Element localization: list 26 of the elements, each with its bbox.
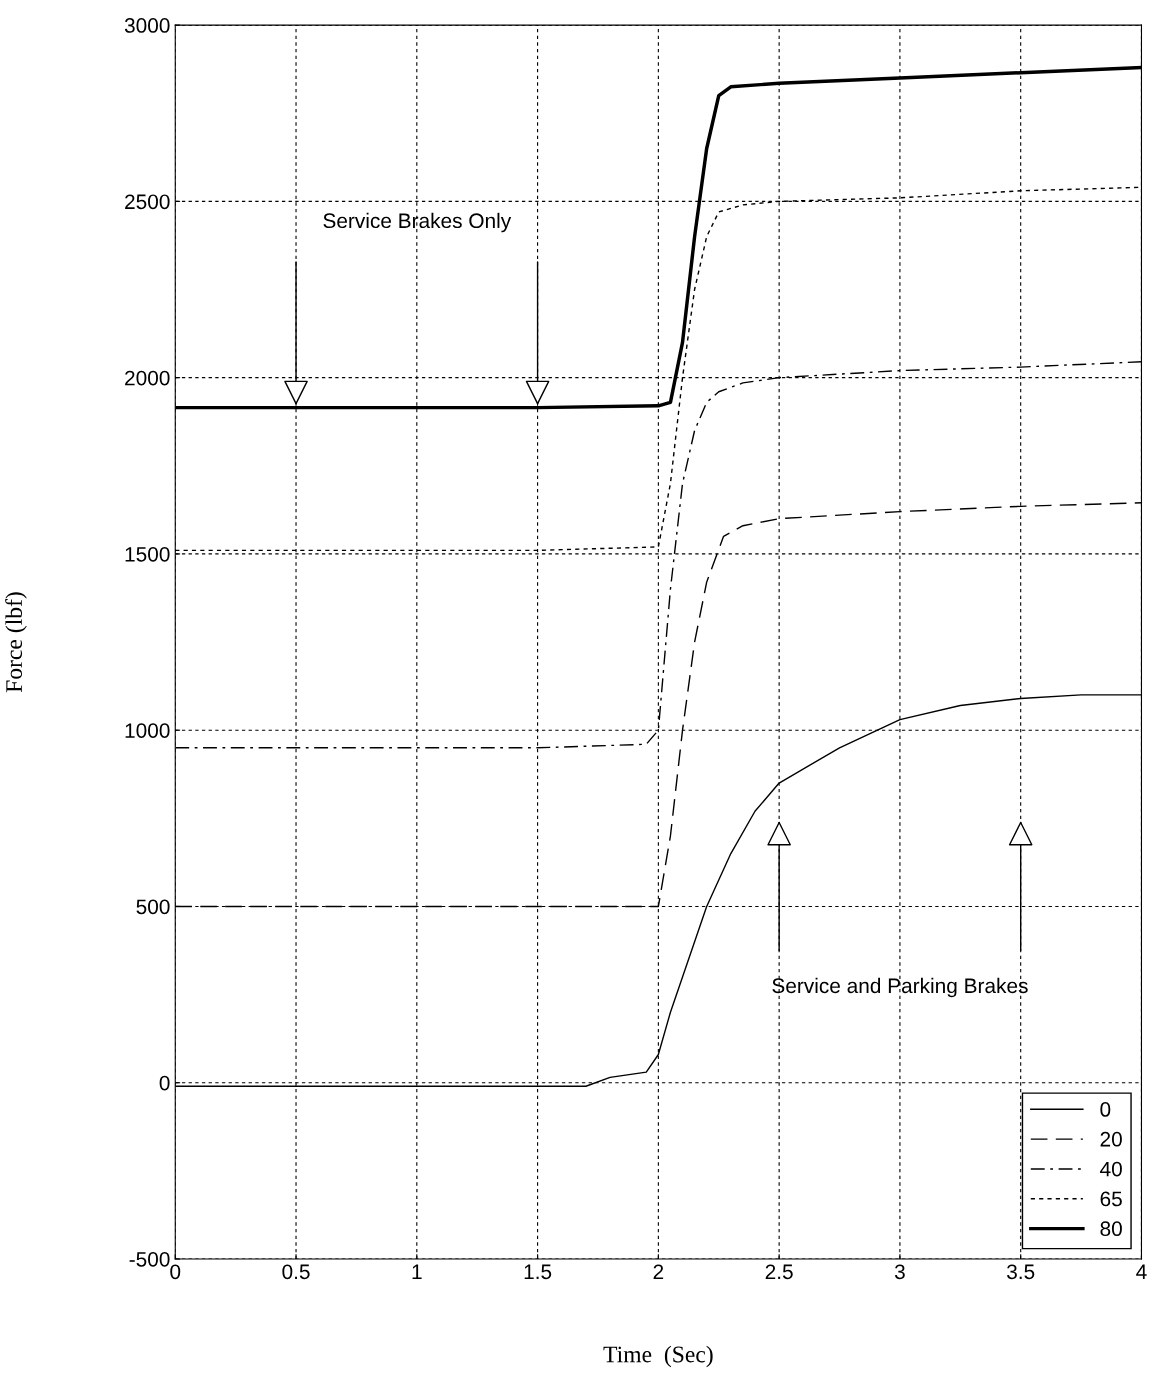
legend-label: 40 — [1100, 1161, 1122, 1177]
y-tick-label: -500 — [129, 1251, 170, 1267]
legend-label: 65 — [1100, 1191, 1122, 1207]
y-tick-label: 0 — [159, 1075, 170, 1091]
y-tick-label: 2500 — [125, 194, 170, 210]
y-tick-label: 1500 — [125, 546, 170, 562]
y-tick-label: 1000 — [125, 723, 170, 738]
x-tick-label: 3 — [894, 1264, 905, 1280]
legend-label: 0 — [1100, 1102, 1111, 1117]
x-tick-label: 1.5 — [524, 1264, 552, 1280]
x-tick-label: 4 — [1136, 1264, 1147, 1279]
x-tick-label: 0 — [170, 1264, 181, 1280]
x-tick-label: 0.5 — [282, 1264, 310, 1280]
legend-label: 80 — [1100, 1221, 1122, 1237]
x-axis-title: Time (Sec) — [603, 1345, 713, 1368]
y-tick-label: 3000 — [124, 18, 170, 33]
y-axis-title: Force (lbf) — [5, 592, 27, 693]
x-tick-label: 2 — [653, 1264, 664, 1279]
legend-label: 20 — [1100, 1131, 1122, 1147]
y-tick-label: 500 — [136, 899, 170, 915]
x-tick-label: 3.5 — [1007, 1264, 1035, 1280]
x-tick-label: 2.5 — [765, 1264, 793, 1280]
y-tick-label: 2000 — [125, 370, 170, 386]
annotation: Service and Parking Brakes — [772, 977, 1028, 998]
annotation: Service Brakes Only — [323, 212, 512, 233]
x-tick-label: 1 — [412, 1264, 422, 1279]
